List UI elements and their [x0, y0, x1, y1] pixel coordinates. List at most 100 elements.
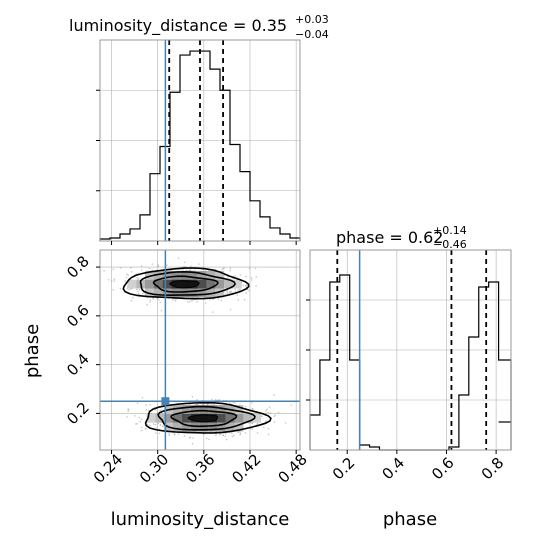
density-cell: [180, 288, 189, 298]
sample-point: [120, 267, 122, 269]
density-cell: [217, 405, 226, 414]
density-cell: [146, 413, 156, 423]
density-cell: [243, 413, 253, 423]
phase-y-tick-label-1: 0.4: [63, 350, 93, 380]
sample-point: [137, 290, 139, 293]
sample-point: [189, 436, 191, 439]
phase-y-tick-label-0: 0.2: [63, 399, 93, 429]
density-cell: [189, 288, 198, 298]
sample-point: [159, 301, 162, 304]
lumdist-x-tick-label-4: 0.48: [274, 450, 310, 486]
sample-point: [159, 409, 161, 412]
sample-point: [126, 416, 128, 418]
sample-point: [161, 425, 164, 428]
sample-point: [160, 310, 163, 312]
density-cell: [145, 270, 154, 280]
sample-point: [151, 269, 153, 272]
sample-point: [231, 435, 234, 438]
phase-x-tick-label-2: 0.6: [428, 454, 458, 484]
density-cell: [181, 405, 191, 414]
sample-point: [215, 434, 217, 437]
joint-frame: [99, 249, 301, 451]
lumdist-x-tick-label-0: 0.24: [90, 450, 126, 486]
sample-point: [166, 264, 168, 267]
sample-point: [248, 290, 250, 292]
sample-point: [128, 288, 131, 291]
lumdist-x-tick-label-1: 0.30: [136, 450, 172, 486]
sample-point: [156, 411, 159, 414]
sample-point: [231, 432, 233, 435]
sample-point: [174, 300, 177, 302]
density-cell: [153, 270, 163, 280]
sample-point: [244, 284, 247, 287]
sample-point: [157, 422, 160, 425]
sample-point: [229, 267, 232, 270]
sample-point: [274, 414, 276, 416]
sample-point: [211, 311, 214, 313]
joint-contours-cluster-0: [122, 267, 250, 300]
sample-point: [172, 298, 174, 301]
density-cell: [153, 288, 163, 298]
sample-point: [284, 422, 287, 424]
sample-point: [189, 269, 192, 272]
sample-point: [267, 411, 270, 414]
sample-point: [211, 398, 213, 401]
sample-point: [209, 298, 211, 301]
sample-point: [137, 293, 140, 295]
sample-point: [138, 289, 141, 291]
sample-point: [140, 265, 143, 268]
sample-point: [237, 431, 240, 434]
density-cell: [208, 405, 217, 414]
sample-point: [251, 422, 254, 425]
joint-contours-cluster-1: [144, 401, 272, 434]
sample-point: [140, 418, 143, 421]
sample-point: [130, 266, 132, 269]
phase-x-tick-label-3: 0.8: [478, 454, 508, 484]
sample-point: [233, 434, 235, 437]
sample-point: [273, 421, 276, 423]
sample-point: [154, 423, 157, 426]
sample-point: [192, 437, 194, 439]
sample-point: [145, 409, 148, 411]
density-cell: [199, 405, 209, 414]
contour-level-3: [187, 414, 219, 423]
density-cell: [233, 279, 242, 289]
sample-point: [160, 409, 163, 411]
density-cell: [189, 270, 198, 280]
density-cell: [224, 279, 233, 289]
sample-point: [264, 412, 267, 415]
sample-point: [197, 263, 200, 265]
x-axis-label-luminosity-distance: luminosity_distance: [111, 509, 290, 530]
density-cell: [197, 270, 207, 280]
contour-level-0: [144, 401, 272, 434]
sample-point: [229, 269, 231, 272]
x-axis-label-phase: phase: [383, 509, 437, 530]
sample-point: [267, 433, 270, 436]
density-cell: [171, 288, 181, 298]
sample-point: [234, 275, 236, 277]
sample-point: [230, 292, 232, 294]
sample-point: [218, 398, 221, 401]
sample-point: [149, 403, 152, 406]
sample-point: [212, 298, 214, 301]
sample-point: [130, 300, 133, 302]
sample-point: [204, 302, 207, 304]
sample-point: [144, 428, 147, 430]
density-cell: [127, 279, 137, 289]
density-cell: [173, 413, 182, 423]
sample-point: [127, 408, 129, 411]
phase-hist-histogram-bars: [309, 274, 512, 451]
sample-point: [227, 292, 229, 294]
lumdist-x-tick-label-3: 0.42: [228, 450, 264, 486]
sample-point: [168, 434, 171, 437]
sample-point: [188, 300, 191, 303]
density-cell: [197, 288, 207, 298]
sample-point: [242, 284, 245, 287]
density-cell: [181, 422, 191, 432]
sample-point: [255, 285, 257, 287]
sample-point: [113, 278, 115, 281]
sample-point: [217, 298, 219, 300]
sample-point: [127, 274, 129, 277]
sample-point: [125, 276, 128, 279]
